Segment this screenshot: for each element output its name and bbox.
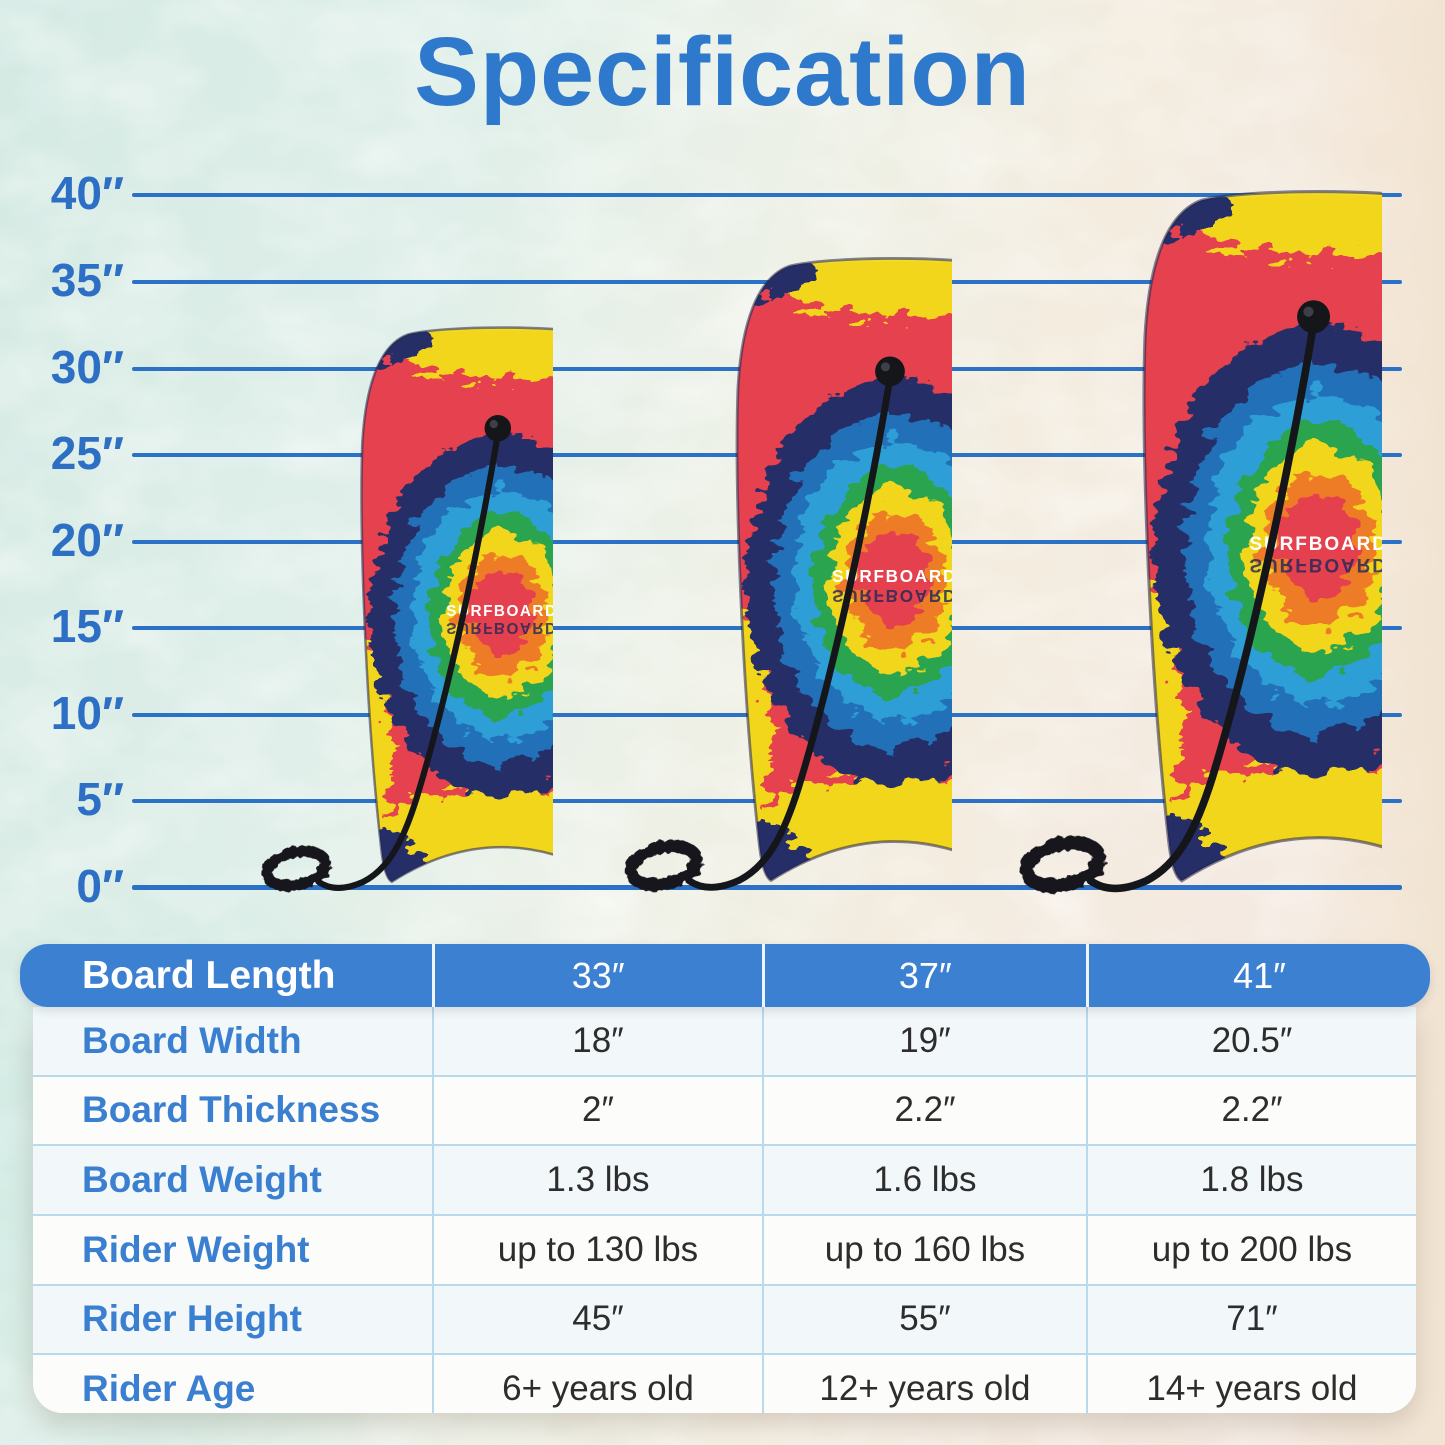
ruler-label-10: 10″ [50,687,124,739]
row-value: up to 160 lbs [761,1215,1086,1284]
header-label: Board Length [82,953,336,997]
row-value: 12+ years old [761,1355,1086,1413]
row-label: Rider Age [82,1368,256,1410]
ruler-label-15: 15″ [50,600,124,652]
spec-table-body: Board Width 18″ 19″ 20.5″ Board Thicknes… [33,1007,1416,1413]
ruler-line-0 [132,885,1402,890]
row-value: 14+ years old [1085,1355,1416,1413]
row-value: up to 130 lbs [431,1215,762,1284]
row-value: 55″ [761,1285,1086,1354]
row-label: Board Weight [82,1159,322,1201]
ruler-label-0: 0″ [76,860,124,912]
page-title: Specification [414,17,1031,126]
ruler-label-20: 20″ [50,514,124,566]
ruler-label-5: 5″ [76,773,124,825]
table-row-board-thickness: Board Thickness 2″ 2.2″ 2.2″ [33,1074,1416,1145]
row-value: 2.2″ [1085,1076,1416,1145]
row-value: up to 200 lbs [1085,1215,1416,1284]
row-value: 6+ years old [431,1355,762,1413]
table-row-rider-weight: Rider Weight up to 130 lbs up to 160 lbs… [33,1213,1416,1284]
header-value-33: 33″ [431,944,762,1007]
row-value: 45″ [431,1285,762,1354]
table-row-rider-age: Rider Age 6+ years old 12+ years old 14+… [33,1353,1416,1413]
row-value: 1.3 lbs [431,1146,762,1214]
row-value: 18″ [431,1007,762,1075]
header-value-41: 41″ [1085,944,1430,1007]
row-value: 1.6 lbs [761,1146,1086,1214]
row-value: 2.2″ [761,1076,1086,1145]
row-value: 20.5″ [1085,1007,1416,1075]
board-41-inch [875,172,1382,895]
header-value-37: 37″ [761,944,1086,1007]
row-value: 2″ [431,1076,762,1145]
spec-table-header: Board Length 33″ 37″ 41″ [20,944,1430,1007]
row-value: 1.8 lbs [1085,1146,1416,1214]
row-value: 71″ [1085,1285,1416,1354]
board-33-inch [145,312,553,893]
row-label: Board Width [82,1019,302,1061]
row-label: Rider Weight [82,1228,310,1270]
ruler-label-40: 40″ [50,167,124,219]
ruler-label-25: 25″ [50,427,124,479]
table-row-board-weight: Board Weight 1.3 lbs 1.6 lbs 1.8 lbs [33,1144,1416,1214]
ruler-label-30: 30″ [50,341,124,393]
table-row-rider-height: Rider Height 45″ 55″ 71″ [33,1283,1416,1354]
ruler-label-35: 35″ [50,254,124,306]
ruler-line-40 [132,193,1402,197]
row-value: 19″ [761,1007,1086,1075]
row-label: Board Thickness [82,1089,381,1131]
table-row-board-width: Board Width 18″ 19″ 20.5″ [33,1007,1416,1075]
row-label: Rider Height [82,1298,302,1340]
